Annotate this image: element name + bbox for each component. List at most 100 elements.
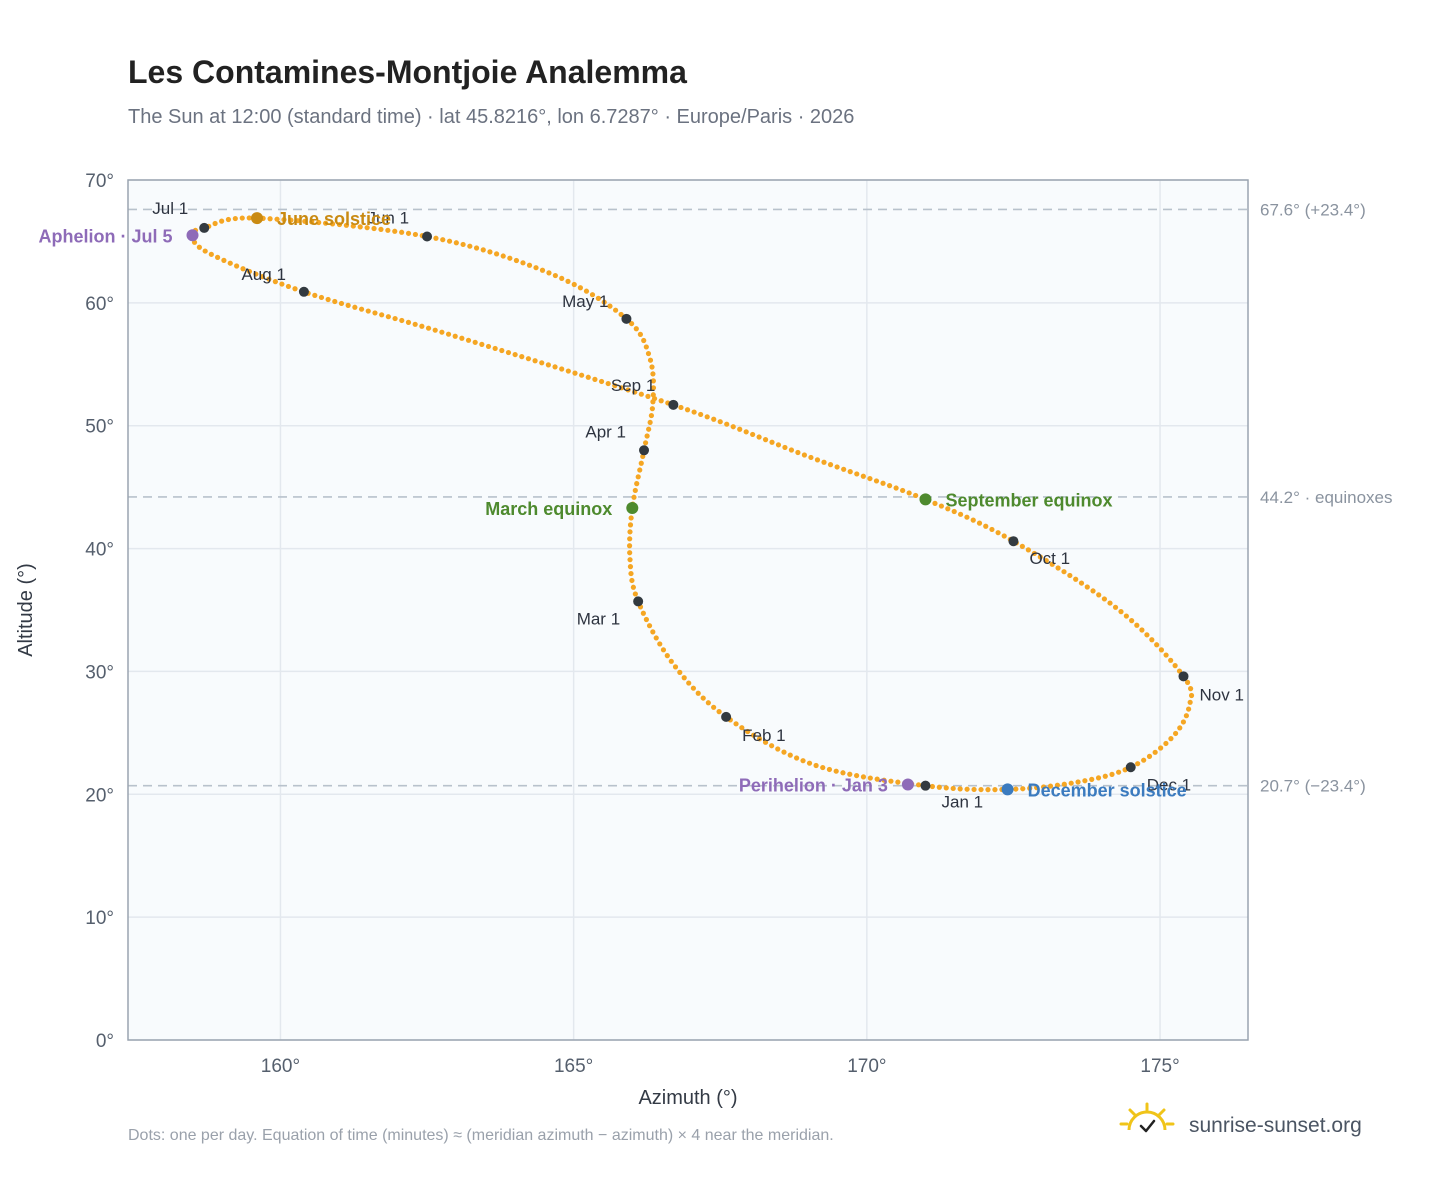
daily-dot <box>405 319 412 325</box>
daily-dot <box>459 335 465 341</box>
daily-dot <box>705 700 711 706</box>
daily-dot <box>552 272 558 279</box>
daily-dot <box>888 778 894 784</box>
daily-dot <box>686 680 692 686</box>
month-label: Sep 1 <box>611 376 655 395</box>
daily-dot <box>893 485 899 491</box>
daily-dot <box>945 506 951 512</box>
daily-dot <box>900 487 906 494</box>
daily-dot <box>813 762 819 769</box>
daily-dot <box>880 480 886 486</box>
daily-dot <box>650 385 657 391</box>
daily-dot <box>266 276 272 282</box>
daily-dot <box>913 492 919 499</box>
daily-dot <box>352 304 358 310</box>
brand-logo[interactable]: sunrise-sunset.org <box>1119 1102 1362 1137</box>
daily-dot <box>989 526 995 533</box>
month-label: Oct 1 <box>1029 549 1070 568</box>
daily-dot <box>641 337 647 344</box>
daily-dot <box>826 766 833 773</box>
daily-dot <box>625 387 631 393</box>
month-marker <box>639 445 650 456</box>
daily-dot <box>782 444 788 451</box>
daily-dot <box>660 647 667 653</box>
month-marker <box>422 231 433 242</box>
daily-dot <box>613 307 619 313</box>
daily-dot <box>677 669 683 675</box>
daily-dot <box>465 337 472 343</box>
daily-dot <box>795 449 801 456</box>
daily-dot <box>808 454 814 461</box>
daily-dot <box>1168 657 1174 663</box>
daily-dot <box>657 641 663 647</box>
daily-dot <box>225 216 232 223</box>
daily-dot <box>695 690 701 696</box>
sun-logo-icon <box>1119 1102 1175 1133</box>
daily-dot <box>1187 699 1193 705</box>
daily-dot <box>627 522 634 528</box>
y-tick-label: 30° <box>85 662 114 683</box>
daily-dot <box>681 675 687 681</box>
daily-dot <box>650 371 656 377</box>
daily-dot <box>711 416 717 422</box>
daily-dot <box>329 221 336 227</box>
daily-dot <box>246 268 253 275</box>
month-marker <box>721 711 732 722</box>
daily-dot <box>559 275 565 282</box>
daily-dot <box>1067 572 1073 579</box>
daily-dot <box>279 281 285 287</box>
daily-dot <box>626 543 633 549</box>
daily-dot <box>227 260 233 266</box>
month-label: Apr 1 <box>585 422 626 441</box>
daily-dot <box>323 220 329 226</box>
reference-line-label: 44.2° · equinoxes <box>1260 488 1393 507</box>
daily-dot <box>545 362 551 368</box>
daily-dot <box>1095 775 1102 781</box>
daily-dot <box>419 323 425 329</box>
daily-dot <box>526 262 533 268</box>
daily-dot <box>645 350 652 357</box>
daily-dot <box>1055 565 1061 571</box>
daily-dot <box>690 685 697 691</box>
daily-dot <box>814 457 821 463</box>
daily-dot <box>485 343 492 350</box>
daily-dot <box>867 775 873 781</box>
daily-dot <box>881 777 887 783</box>
daily-dot <box>1027 785 1033 791</box>
daily-dot <box>239 215 245 221</box>
daily-dot <box>635 474 641 480</box>
event-marker <box>626 502 639 515</box>
daily-dot <box>253 271 259 277</box>
daily-dot <box>440 237 446 243</box>
daily-dot <box>1163 652 1169 658</box>
daily-dot <box>281 217 287 223</box>
daily-dot <box>336 221 343 228</box>
daily-dot <box>487 249 493 255</box>
daily-dot <box>628 570 634 577</box>
daily-dot <box>357 224 363 230</box>
daily-dot <box>1031 550 1037 557</box>
daily-dot <box>1084 584 1090 590</box>
daily-dot <box>1135 761 1141 767</box>
daily-dot <box>405 230 412 236</box>
daily-dot <box>750 431 756 438</box>
daily-dot <box>827 462 834 468</box>
daily-dot <box>633 326 639 332</box>
daily-dot <box>932 500 938 506</box>
daily-dot <box>453 240 459 246</box>
daily-dot <box>650 629 656 635</box>
daily-dot <box>684 407 691 413</box>
daily-dot <box>637 331 643 337</box>
daily-dot <box>1075 779 1081 785</box>
daily-dot <box>951 508 957 515</box>
daily-dot <box>546 270 552 276</box>
daily-dot <box>867 475 873 482</box>
y-tick-label: 40° <box>85 540 114 561</box>
y-tick-label: 0° <box>96 1031 114 1052</box>
daily-dot <box>585 374 591 380</box>
daily-dot <box>392 315 398 322</box>
daily-dot <box>215 254 221 260</box>
daily-dot <box>425 325 432 331</box>
daily-dot <box>512 351 518 358</box>
